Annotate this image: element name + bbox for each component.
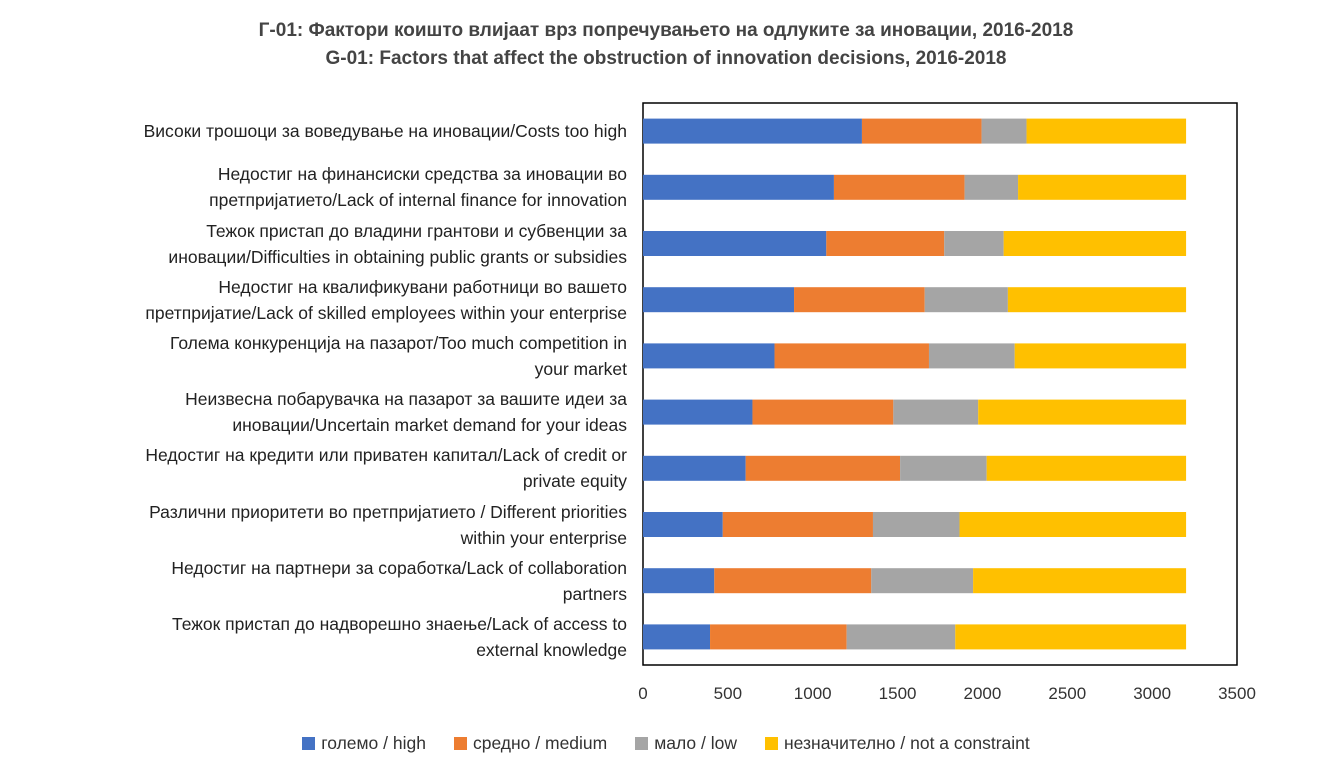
x-tick-label-7: 3500 [1218,684,1256,703]
bar-segment-7-0 [643,512,723,537]
bar-segment-2-0 [643,231,827,256]
bar-segment-9-1 [710,624,847,650]
legend-item-3: незначително / not a constraint [765,733,1030,754]
bar-segment-2-2 [944,231,1004,256]
chart-legend: големо / high средно / medium мало / low не… [0,733,1332,754]
legend-swatch [302,737,316,750]
bar-segment-4-0 [643,343,775,369]
bar-segment-8-3 [973,568,1187,594]
category-label-line: претпријатието/Lack of internal finance … [209,190,627,211]
category-label-line: Тежок пристап до надворешно знаење/Lack … [171,613,627,634]
bar-segment-7-3 [959,512,1187,537]
category-label-6: Недостиг на кредити или приватен капитал… [27,442,627,494]
category-label-5: Неизвесна побарувачка на пазарот за ваши… [27,386,627,438]
category-label-line: Неизвесна побарувачка на пазарот за ваши… [185,389,627,410]
x-tick-label-4: 2000 [964,684,1002,703]
bar-segment-0-2 [981,118,1027,144]
bar-segment-4-2 [928,343,1015,369]
bar-segment-3-3 [1007,287,1187,313]
bar-segment-7-1 [722,512,873,537]
legend-label: големо / high [321,733,426,753]
category-label-line: Голема конкуренција на пазарот/Too much … [170,332,627,353]
bar-segment-3-1 [794,287,925,313]
bar-segment-6-1 [745,455,901,481]
x-tick-label-1: 500 [714,684,742,703]
x-tick-label-2: 1000 [794,684,832,703]
bar-segment-8-1 [714,568,872,594]
legend-item-2: мало / low [635,733,737,754]
chart-title-macedonian: Г-01: Фактори коишто влијаат врз попречу… [258,20,1074,41]
legend-label: средно / medium [472,733,608,753]
category-label-7: Различни приоритети во претпријатието / … [27,499,627,551]
bar-segment-1-3 [1018,174,1187,200]
category-label-8: Недостиг на партнери за соработка/Lack o… [27,555,627,607]
bar-segment-2-3 [1003,231,1187,256]
bar-segment-2-1 [826,231,945,256]
category-label-line: иновации/Uncertain market demand for you… [232,415,627,436]
category-label-line: external knowledge [476,639,627,660]
legend-swatch [635,737,649,750]
bar-segment-9-3 [955,624,1187,650]
category-label-line: your market [534,358,627,379]
category-label-1: Недостиг на финансиски средства за инова… [27,161,627,213]
bar-segment-1-1 [833,174,965,200]
bar-segment-5-1 [752,399,894,425]
bar-segment-1-2 [964,174,1019,200]
category-label-line: Недостиг на квалификувани работници во в… [218,276,627,297]
bar-segment-4-1 [774,343,929,369]
category-label-line: Недостиг на кредити или приватен капитал… [145,445,627,466]
legend-label: незначително / not a constraint [784,733,1030,753]
bar-segment-3-0 [643,287,795,313]
bar-segment-5-0 [643,399,753,425]
x-tick-label-5: 2500 [1048,684,1086,703]
legend-swatch [765,737,778,750]
legend-item-1: средно / medium [453,733,608,754]
bar-segment-0-0 [643,118,862,144]
legend-item-0: големо / high [302,733,426,754]
category-label-line: иновации/Difficulties in obtaining publi… [168,246,627,267]
x-tick-label-0: 0 [638,684,647,703]
category-label-line: Тежок пристап до владини грантови и субв… [206,220,627,241]
bar-segment-1-0 [643,174,834,200]
bar-segment-6-2 [900,455,987,481]
bar-segment-8-2 [871,568,974,594]
category-label-3: Недостиг на квалификувани работници во в… [27,274,627,326]
x-tick-label-3: 1500 [879,684,917,703]
category-label-line: Високи трошоци за воведување на иновации… [143,121,627,142]
legend-swatch [453,737,467,750]
legend-label: мало / low [654,733,737,753]
chart-title-english: G-01: Factors that affect the obstructio… [325,48,1007,69]
category-label-9: Тежок пристап до надворешно знаење/Lack … [27,611,627,663]
bar-segment-4-3 [1014,343,1187,369]
category-label-line: Недостиг на партнери за соработка/Lack o… [171,557,627,578]
bar-segment-5-3 [978,399,1187,425]
category-label-0: Високи трошоци за воведување на иновации… [27,118,627,144]
category-label-line: Различни приоритети во претпријатието / … [149,501,627,522]
category-label-line: partners [562,583,627,604]
bar-segment-7-2 [872,512,960,537]
category-label-line: within your enterprise [460,527,627,548]
bar-segment-5-2 [893,399,979,425]
bar-segment-6-0 [643,455,746,481]
bar-segment-0-1 [861,118,982,144]
category-label-line: претпријатие/Lack of skilled employees w… [145,302,627,323]
bar-segment-0-3 [1026,118,1187,144]
category-label-4: Голема конкуренција на пазарот/Too much … [27,330,627,382]
bar-segment-8-0 [643,568,715,594]
x-tick-label-6: 3000 [1133,684,1171,703]
plot-frame [642,102,1238,666]
bar-segment-6-3 [986,455,1187,481]
category-label-line: Недостиг на финансиски средства за инова… [217,164,627,185]
category-label-line: private equity [522,471,627,492]
category-label-2: Тежок пристап до владини грантови и субв… [27,218,627,270]
bar-segment-3-2 [924,287,1008,313]
bar-segment-9-2 [846,624,956,650]
bar-segment-9-0 [643,624,711,650]
